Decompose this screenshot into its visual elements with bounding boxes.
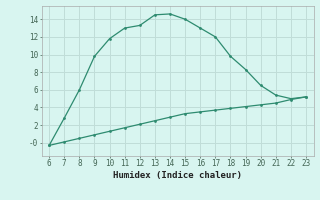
X-axis label: Humidex (Indice chaleur): Humidex (Indice chaleur) (113, 171, 242, 180)
